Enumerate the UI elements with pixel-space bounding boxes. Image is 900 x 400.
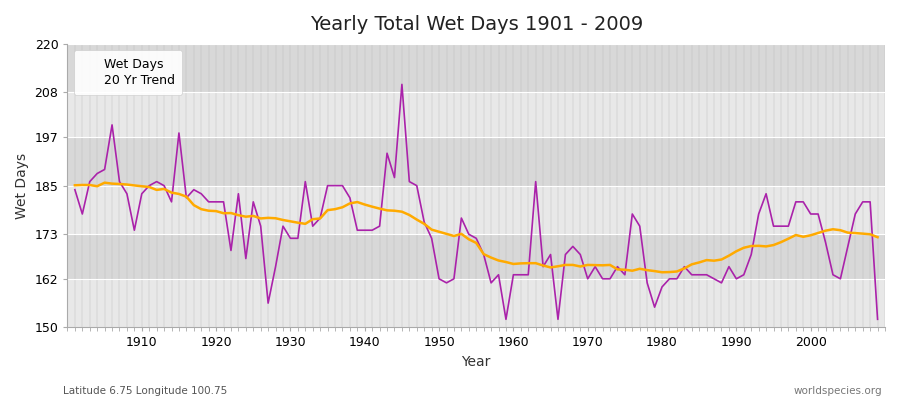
Wet Days — [612, 264, 623, 269]
Line: 20 Yr Trend: 20 Yr Trend — [75, 183, 878, 272]
20 Yr Trend — [137, 184, 148, 189]
Y-axis label: Wet Days: Wet Days — [15, 152, 29, 219]
Wet Days — [69, 187, 80, 192]
Wet Days — [337, 183, 347, 188]
Bar — [68, 92, 885, 137]
Wet Days — [500, 317, 511, 322]
Bar — [68, 279, 885, 328]
20 Yr Trend — [99, 180, 110, 185]
20 Yr Trend — [69, 183, 80, 188]
Title: Yearly Total Wet Days 1901 - 2009: Yearly Total Wet Days 1901 - 2009 — [310, 15, 643, 34]
Line: Wet Days: Wet Days — [75, 84, 878, 319]
Wet Days — [292, 236, 303, 241]
X-axis label: Year: Year — [462, 355, 490, 369]
20 Yr Trend — [605, 262, 616, 267]
20 Yr Trend — [508, 262, 518, 266]
Wet Days — [872, 317, 883, 322]
Text: Latitude 6.75 Longitude 100.75: Latitude 6.75 Longitude 100.75 — [63, 386, 227, 396]
Bar — [68, 234, 885, 279]
Wet Days — [516, 272, 526, 277]
20 Yr Trend — [657, 270, 668, 275]
Text: worldspecies.org: worldspecies.org — [794, 386, 882, 396]
20 Yr Trend — [345, 201, 356, 206]
20 Yr Trend — [872, 235, 883, 240]
Wet Days — [397, 82, 408, 87]
Legend: Wet Days, 20 Yr Trend: Wet Days, 20 Yr Trend — [74, 50, 182, 95]
Wet Days — [523, 272, 534, 277]
Bar — [68, 44, 885, 92]
20 Yr Trend — [516, 261, 526, 266]
Bar — [68, 137, 885, 186]
Bar — [68, 186, 885, 234]
Wet Days — [129, 228, 140, 233]
20 Yr Trend — [300, 222, 310, 226]
